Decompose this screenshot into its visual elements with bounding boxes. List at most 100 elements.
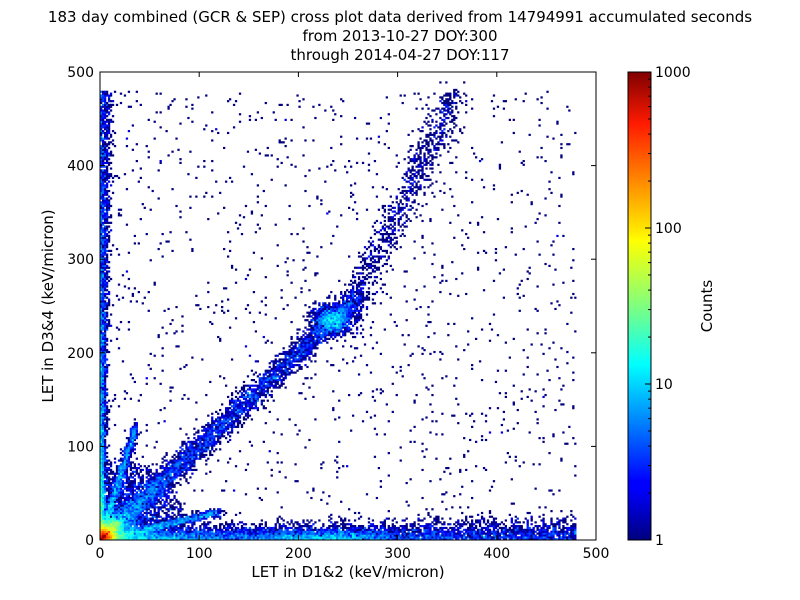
heatmap-cell — [127, 536, 131, 539]
heatmap-cell — [540, 530, 543, 533]
heatmap-cell — [213, 513, 216, 516]
heatmap-cell — [159, 489, 162, 492]
heatmap-cell — [203, 446, 206, 449]
heatmap-cell — [330, 335, 333, 339]
heatmap-cell — [496, 538, 500, 540]
heatmap-cell — [100, 405, 103, 408]
heatmap-cell — [155, 487, 158, 490]
heatmap-cell — [246, 401, 250, 404]
heatmap-cell — [103, 465, 107, 468]
heatmap-cell — [211, 444, 214, 447]
heatmap-cell — [334, 335, 337, 339]
heatmap-cell — [163, 483, 166, 487]
heatmap-cell — [252, 407, 256, 410]
heatmap-cell — [312, 337, 315, 340]
heatmap-cell — [441, 517, 444, 520]
heatmap-cell — [544, 530, 547, 533]
heatmap-cell — [332, 407, 335, 410]
heatmap-cell — [199, 442, 202, 445]
heatmap-cell — [137, 513, 140, 516]
heatmap-cell — [191, 465, 194, 468]
heatmap-cell — [361, 530, 365, 533]
heatmap-cell — [195, 532, 198, 535]
heatmap-cell — [232, 489, 236, 492]
heatmap-cell — [314, 526, 317, 530]
heatmap-cell — [371, 534, 375, 537]
heatmap-cell — [161, 517, 164, 520]
heatmap-cell — [101, 403, 105, 406]
heatmap-cell — [427, 523, 430, 526]
heatmap-cell — [363, 536, 367, 539]
heatmap-cell — [280, 461, 283, 464]
heatmap-cell — [272, 369, 275, 372]
heatmap-cell — [550, 521, 553, 524]
heatmap-cell — [117, 491, 121, 494]
heatmap-cell — [459, 526, 462, 530]
heatmap-cell — [127, 459, 131, 462]
heatmap-cell — [211, 433, 214, 436]
heatmap-cell — [268, 538, 271, 540]
heatmap-cell — [159, 485, 162, 488]
heatmap-cell — [159, 523, 162, 526]
heatmap-cell — [262, 373, 265, 376]
heatmap-cell — [326, 530, 329, 533]
heatmap-cell — [232, 401, 236, 404]
heatmap-cell — [165, 523, 168, 526]
heatmap-cell — [137, 466, 140, 470]
heatmap-cell — [215, 525, 218, 528]
heatmap-cell — [129, 463, 133, 466]
heatmap-cell — [280, 536, 283, 539]
heatmap-cell — [139, 483, 142, 487]
heatmap-cell — [369, 538, 373, 540]
heatmap-cell — [560, 538, 563, 540]
heatmap-cell — [115, 528, 119, 531]
heatmap-cell — [100, 354, 103, 357]
heatmap-cell — [193, 452, 196, 455]
heatmap-cell — [326, 532, 329, 535]
heatmap-cell — [111, 496, 115, 500]
heatmap-cell — [328, 525, 331, 528]
heatmap-cell — [131, 461, 135, 464]
heatmap-cell — [123, 446, 127, 449]
heatmap-cell — [205, 510, 208, 513]
heatmap-cell — [123, 532, 127, 535]
heatmap-cell — [427, 536, 430, 539]
heatmap-cell — [300, 360, 303, 363]
heatmap-cell — [274, 526, 277, 530]
heatmap-cell — [334, 418, 337, 421]
heatmap-cell — [474, 538, 478, 540]
heatmap-cell — [302, 354, 305, 357]
heatmap-cell — [100, 367, 103, 370]
heatmap-cell — [236, 410, 240, 413]
heatmap-cell — [363, 530, 367, 533]
heatmap-cell — [274, 373, 277, 376]
heatmap-cell — [453, 534, 456, 537]
heatmap-cell — [266, 532, 269, 535]
heatmap-cell — [101, 461, 105, 464]
heatmap-cell — [193, 517, 196, 520]
heatmap-cell — [298, 536, 301, 539]
heatmap-cell — [171, 459, 174, 462]
heatmap-cell — [240, 401, 244, 404]
heatmap-cell — [342, 526, 345, 530]
heatmap-cell — [250, 384, 254, 387]
heatmap-cell — [155, 521, 158, 524]
heatmap-cell — [530, 530, 533, 533]
heatmap-cell — [161, 525, 164, 528]
heatmap-cell — [209, 437, 212, 440]
heatmap-cell — [157, 534, 160, 537]
heatmap-cell — [363, 528, 367, 531]
heatmap-cell — [266, 536, 269, 539]
heatmap-cell — [286, 371, 289, 374]
heatmap-cell — [143, 496, 146, 500]
heatmap-cell — [230, 538, 234, 540]
heatmap-cell — [516, 532, 519, 535]
heatmap-cell — [141, 510, 144, 513]
heatmap-cell — [179, 450, 182, 453]
heatmap-cell — [322, 491, 325, 494]
heatmap-cell — [133, 478, 137, 481]
heatmap-cell — [157, 422, 160, 425]
heatmap-cell — [548, 452, 551, 455]
heatmap-cell — [383, 534, 386, 537]
heatmap-cell — [490, 485, 494, 488]
